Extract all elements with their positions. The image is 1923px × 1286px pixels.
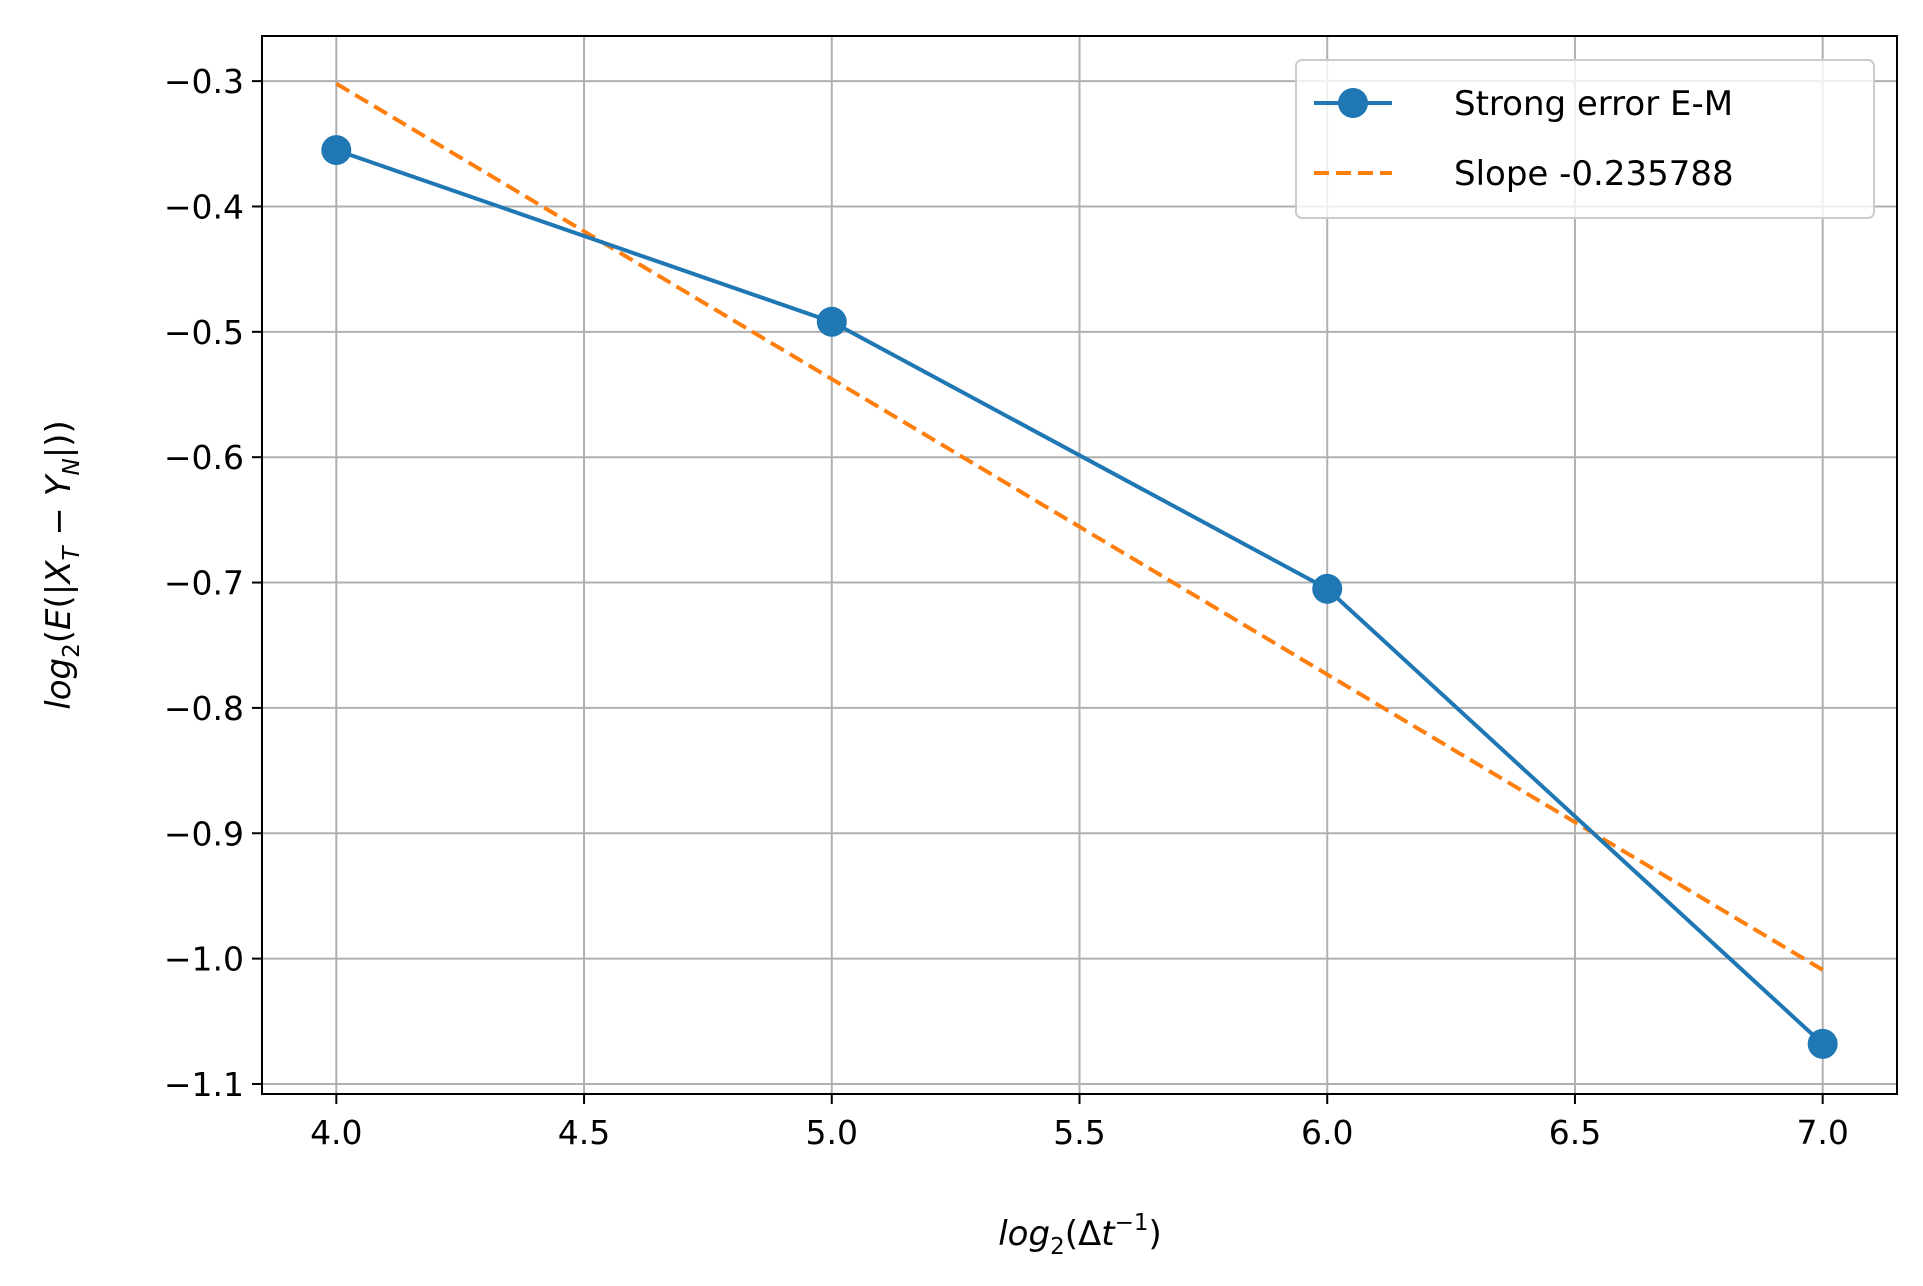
y-tick-label: −0.3 — [164, 62, 244, 101]
y-tick-label: −0.5 — [164, 313, 244, 352]
legend-label-strong-error: Strong error E-M — [1454, 84, 1733, 124]
x-tick-label: 6.5 — [1549, 1113, 1601, 1152]
legend-box — [1295, 59, 1875, 219]
y-tick-label: −0.9 — [164, 814, 244, 853]
x-tick-label: 4.0 — [310, 1113, 362, 1152]
strong-error-line — [335, 148, 1825, 1046]
legend: Strong error E-M Slope -0.235788 — [1295, 59, 1875, 219]
y-tick-label: −1.1 — [164, 1065, 244, 1104]
legend-label-slope: Slope -0.235788 — [1454, 154, 1734, 194]
x-tick-label: 5.0 — [806, 1113, 858, 1152]
strong-error-point — [1807, 1028, 1838, 1059]
y-axis-label: log2(E(|XT − YN|)) — [39, 420, 85, 709]
y-tick-label: −0.7 — [164, 564, 244, 603]
strong-error-point — [1312, 573, 1343, 604]
series-layer — [321, 81, 1838, 1059]
ticks: 4.0 4.5 5.0 5.5 6.0 6.5 7.0 −0.3 −0.4 −0.5 −0.6 −0.… — [164, 62, 1849, 1152]
x-tick-label: 5.5 — [1053, 1113, 1105, 1152]
x-tick-label: 4.5 — [558, 1113, 610, 1152]
x-tick-label: 6.0 — [1301, 1113, 1353, 1152]
legend-marker-strong-error — [1338, 88, 1368, 118]
x-tick-label: 7.0 — [1796, 1113, 1848, 1152]
strong-error-point — [816, 306, 847, 337]
y-tick-label: −1.0 — [164, 940, 244, 979]
x-axis-label: log2(Δt−1) — [998, 1210, 1162, 1260]
y-tick-label: −0.8 — [164, 689, 244, 728]
slope-fit-line — [335, 81, 1824, 972]
strong-error-point — [321, 135, 352, 166]
y-tick-label: −0.6 — [164, 438, 244, 477]
y-tick-label: −0.4 — [164, 187, 244, 226]
